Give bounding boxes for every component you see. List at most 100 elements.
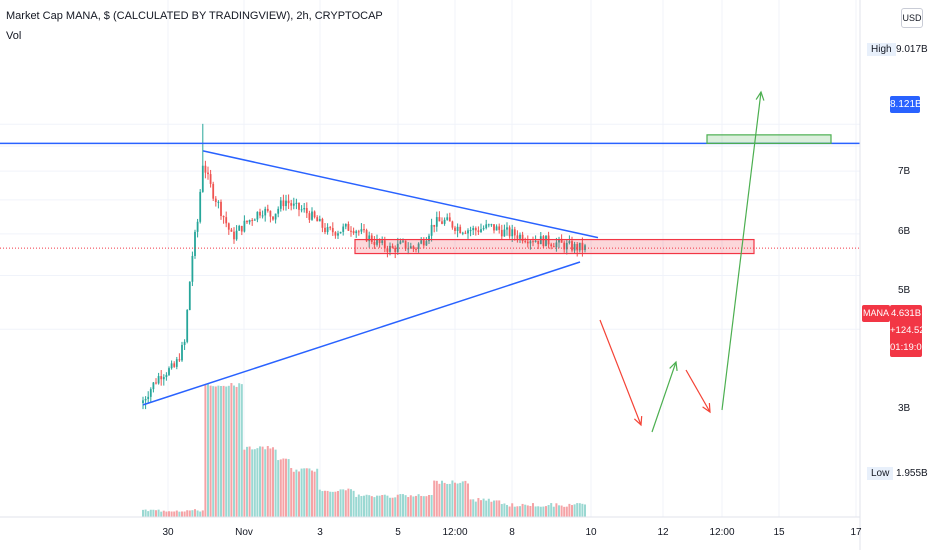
- candle-body: [324, 227, 326, 233]
- volume-bar: [552, 506, 555, 517]
- volume-bar: [435, 480, 438, 517]
- candle-body: [350, 230, 352, 232]
- candle-body: [305, 208, 308, 214]
- volume-bar: [214, 386, 217, 517]
- candle-body: [376, 239, 378, 245]
- volume-bar: [456, 483, 459, 517]
- volume-bar: [355, 496, 358, 517]
- candle-body: [199, 191, 202, 222]
- candle-body: [298, 202, 300, 210]
- candle-body: [373, 241, 376, 245]
- volume-bar: [547, 505, 550, 517]
- volume-bar: [207, 383, 209, 517]
- candle-body: [430, 224, 433, 236]
- candle-body: [363, 229, 365, 231]
- candle-body: [443, 219, 446, 224]
- candle-body: [214, 198, 217, 203]
- volume-bar: [402, 494, 404, 517]
- volume-bar: [305, 468, 308, 517]
- arrow-up-1-head: [669, 360, 678, 372]
- volume-bar: [584, 504, 586, 517]
- high-label: High: [867, 43, 896, 56]
- volume-bar: [178, 511, 181, 517]
- candle-body: [352, 231, 355, 234]
- symbol-tag: MANA: [862, 305, 890, 322]
- candle-body: [508, 227, 511, 237]
- candle-body: [347, 223, 350, 231]
- volume-bar: [334, 491, 337, 517]
- candle-body: [555, 242, 558, 248]
- volume-bar: [451, 480, 454, 517]
- volume-bar: [342, 489, 345, 517]
- candle-body: [300, 209, 303, 211]
- candle-body: [472, 228, 475, 231]
- volume-bar: [331, 491, 334, 517]
- candle-body: [316, 217, 319, 222]
- time-tick-3: 3: [317, 527, 323, 538]
- candle-body: [407, 248, 410, 250]
- horizontal-line-price-tag[interactable]: 8.121B: [890, 96, 922, 113]
- candle-body: [220, 201, 222, 217]
- volume-bar: [230, 383, 233, 517]
- candle-body: [277, 208, 280, 214]
- volume-bar: [246, 446, 248, 517]
- volume-bar: [277, 460, 280, 517]
- candle-body: [399, 241, 402, 244]
- candle-body: [183, 341, 186, 345]
- volume-bar: [350, 489, 352, 517]
- candle-body: [251, 219, 254, 221]
- chart-title[interactable]: Market Cap MANA, $ (CALCULATED BY TRADIN…: [6, 10, 383, 22]
- candle-body: [334, 232, 337, 236]
- candle-body: [331, 228, 334, 233]
- volume-legend[interactable]: Vol: [6, 30, 22, 42]
- volume-bar: [563, 506, 566, 517]
- candle-body: [308, 213, 311, 220]
- arrow-down-1-head: [633, 415, 643, 427]
- volume-bar: [300, 468, 303, 517]
- volume-bar: [506, 504, 508, 517]
- volume-bar: [347, 488, 350, 517]
- volume-bar: [511, 503, 514, 517]
- candle-body: [487, 224, 490, 226]
- candle-body: [168, 368, 170, 375]
- volume-bar: [292, 471, 295, 517]
- volume-bar: [370, 496, 373, 517]
- candle-body: [435, 217, 438, 227]
- candle-body: [274, 213, 277, 220]
- candle-body: [326, 227, 329, 233]
- candle-body: [181, 344, 183, 361]
- volume-bar: [409, 495, 412, 517]
- volume-bar: [513, 506, 516, 517]
- candle-body: [173, 363, 176, 367]
- candle-body: [565, 242, 568, 250]
- candle-body: [337, 233, 339, 236]
- candle-body: [279, 200, 282, 209]
- volume-bar: [357, 494, 360, 517]
- candle-body: [573, 244, 576, 251]
- target-zone: [706, 134, 832, 144]
- volume-bar: [183, 511, 186, 517]
- volume-bar: [186, 510, 189, 517]
- candle-body: [253, 219, 256, 221]
- volume-bar: [363, 495, 365, 517]
- volume-bar: [498, 500, 501, 517]
- candle-body: [519, 234, 521, 239]
- volume-bar: [373, 497, 376, 517]
- volume-bar: [555, 503, 558, 517]
- volume-bar: [521, 503, 524, 517]
- candle-body: [339, 231, 342, 234]
- volume-bar: [412, 496, 415, 517]
- candle-body: [321, 218, 324, 228]
- volume-bar: [454, 482, 456, 517]
- candle-body: [482, 228, 485, 230]
- drawings[interactable]: [0, 90, 860, 433]
- volume-bar: [326, 490, 329, 517]
- volume-bar: [352, 490, 355, 517]
- volume-bar: [274, 449, 277, 517]
- volume-bar: [467, 483, 469, 517]
- currency-selector[interactable]: USD: [901, 8, 923, 28]
- candle-body: [246, 220, 248, 223]
- volume-bar: [204, 384, 207, 517]
- volume-bar: [495, 500, 498, 517]
